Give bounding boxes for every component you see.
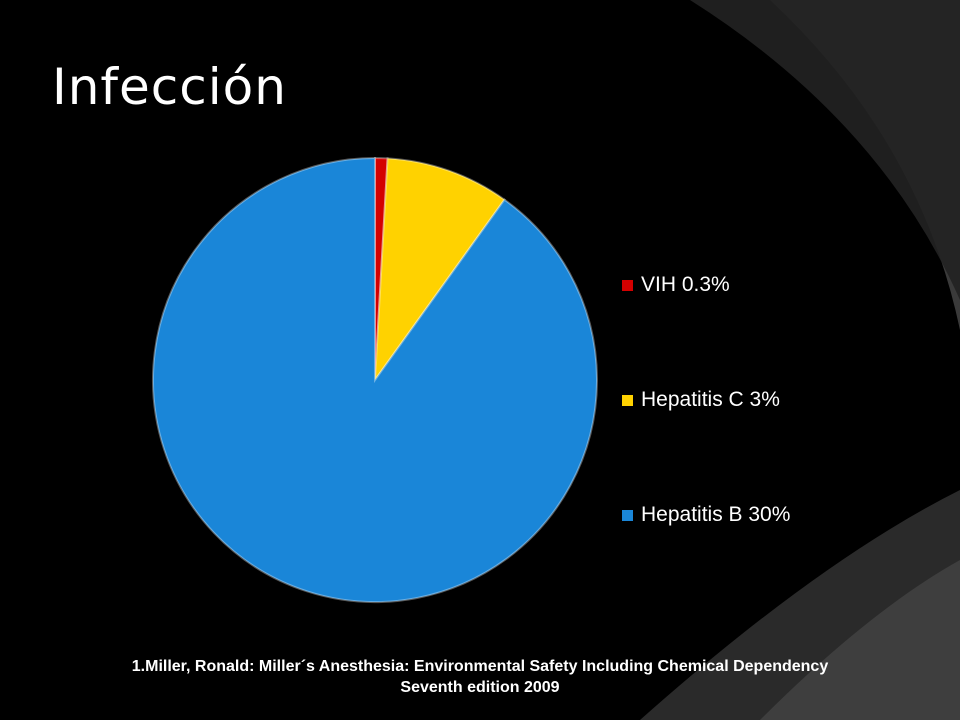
- legend-swatch: [622, 279, 633, 291]
- pie-chart: [152, 156, 598, 603]
- pie-slice-1: [373, 157, 506, 384]
- citation-line-1: 1.Miller, Ronald: Miller´s Anesthesia: E…: [131, 658, 829, 675]
- pie-slice-0: [374, 156, 389, 381]
- legend-item-hepatitis-b: Hepatitis B 30%: [622, 503, 790, 527]
- legend-item-hepatitis-c: Hepatitis C 3%: [622, 388, 780, 412]
- citation-footer: 1.Miller, Ronald: Miller´s Anesthesia: E…: [0, 656, 960, 698]
- legend-label: VIH 0.3%: [641, 273, 730, 296]
- legend-item-vih: VIH 0.3%: [622, 273, 730, 297]
- legend-swatch: [622, 394, 633, 406]
- pie-slice-2: [152, 156, 598, 603]
- legend-label: Hepatitis B 30%: [641, 503, 791, 526]
- slide-title: Infección: [52, 58, 287, 116]
- legend-label: Hepatitis C 3%: [641, 388, 780, 411]
- legend-swatch: [622, 509, 633, 521]
- citation-line-2: Seventh edition 2009: [400, 679, 560, 696]
